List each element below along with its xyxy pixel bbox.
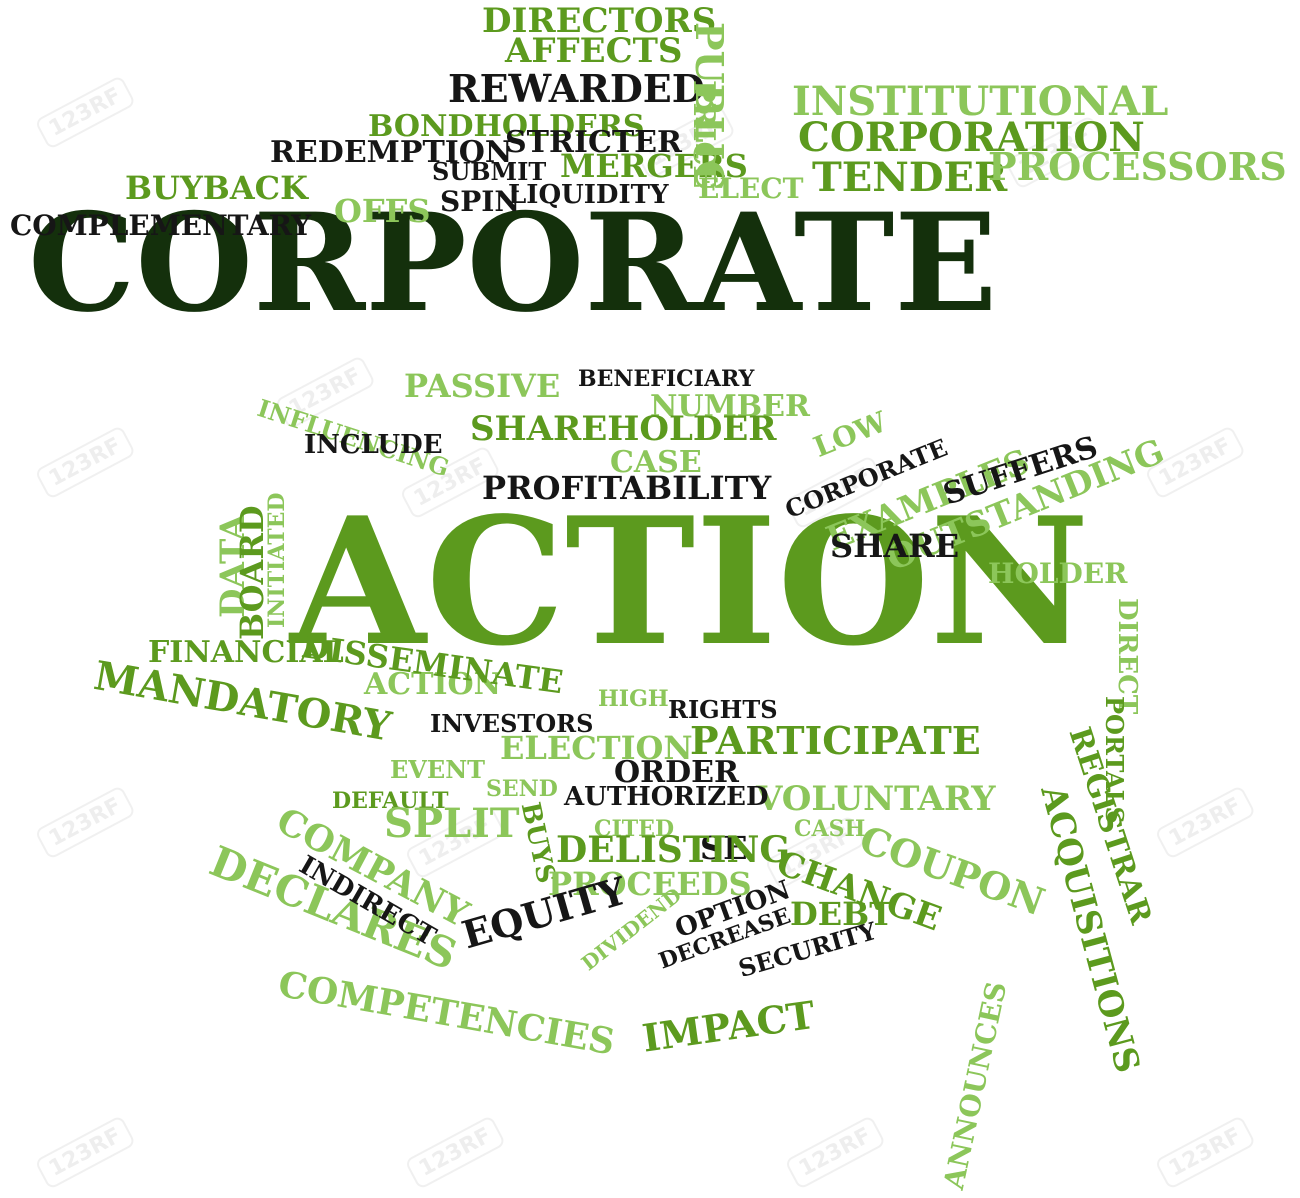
word-authorized-58: AUTHORIZED bbox=[564, 782, 769, 812]
word-event-52: EVENT bbox=[390, 755, 486, 784]
word-rewarded-4: REWARDED bbox=[448, 66, 705, 111]
watermark-text: 123RF bbox=[1154, 784, 1256, 860]
watermark-text: 123RF bbox=[404, 1114, 506, 1190]
word-initiated-39: INITIATED bbox=[264, 492, 290, 628]
word-include-31: INCLUDE bbox=[304, 430, 443, 460]
word-tender-20: TENDER bbox=[812, 154, 1008, 201]
word-rights-49: RIGHTS bbox=[668, 695, 778, 724]
watermark-text: 123RF bbox=[784, 1114, 886, 1190]
word-send-57: SEND bbox=[486, 776, 558, 802]
watermark-logo-7: 123RF bbox=[26, 777, 144, 867]
word-low-25: LOW bbox=[808, 404, 892, 464]
word-profitability-33: PROFITABILITY bbox=[482, 469, 772, 507]
word-affects-3: AFFECTS bbox=[505, 31, 683, 71]
word-mergers-9: MERGERS bbox=[560, 147, 748, 185]
watermark-text: 123RF bbox=[34, 1114, 136, 1190]
word-spin-13: SPIN bbox=[440, 185, 520, 218]
word-processors-21: PROCESSORS bbox=[988, 144, 1287, 189]
word-elect-15: ELECT bbox=[698, 172, 804, 205]
watermark-text: 123RF bbox=[34, 424, 136, 500]
word-corporation-19: CORPORATION bbox=[798, 114, 1145, 161]
watermark-logo-13: 123RF bbox=[1146, 1107, 1264, 1197]
watermark-logo-9: 123RF bbox=[1146, 777, 1264, 867]
word-participate-51: PARTICIPATE bbox=[690, 718, 981, 763]
word-debt-69: DEBT bbox=[790, 895, 893, 933]
word-complementary-11: COMPLEMENTARY bbox=[10, 209, 312, 242]
word-action-1: ACTION bbox=[290, 480, 1090, 685]
word-number-24: NUMBER bbox=[650, 389, 810, 424]
watermark-logo-4: 123RF bbox=[26, 417, 144, 507]
word-passive-22: PASSIVE bbox=[404, 367, 561, 405]
word-share-35: SHARE bbox=[830, 527, 960, 565]
word-shareholder-30: SHAREHOLDER bbox=[470, 409, 777, 449]
word-split-59: SPLIT bbox=[384, 800, 520, 847]
watermark-text: 123RF bbox=[1154, 1114, 1256, 1190]
word-announces-77: ANNOUNCES bbox=[937, 978, 1014, 1193]
word-offs-12: OFFS bbox=[334, 192, 431, 230]
word-bondholders-5: BONDHOLDERS bbox=[368, 109, 645, 144]
word-competencies-78: COMPETENCIES bbox=[275, 963, 618, 1064]
watermark-logo-12: 123RF bbox=[776, 1107, 894, 1197]
word-buyback-10: BUYBACK bbox=[125, 169, 308, 207]
watermark-logo-0: 123RF bbox=[26, 67, 144, 157]
word-submit-8: SUBMIT bbox=[432, 157, 547, 186]
word-institutional-18: INSTITUTIONAL bbox=[792, 78, 1169, 125]
word-high-48: HIGH bbox=[598, 686, 669, 712]
word-liquidity-14: LIQUIDITY bbox=[508, 180, 669, 210]
word-investors-50: INVESTORS bbox=[430, 709, 594, 738]
word-election-53: ELECTION bbox=[500, 729, 693, 767]
word-holder-36: HOLDER bbox=[988, 557, 1128, 590]
word-financial-44: FINANCIAL bbox=[148, 635, 344, 670]
word-proceeds-68: PROCEEDS bbox=[548, 865, 752, 903]
word-cited-60: CITED bbox=[594, 816, 675, 842]
word-cash-61: CASH bbox=[794, 816, 866, 842]
word-action-45: ACTION bbox=[364, 667, 502, 702]
word-default-56: DEFAULT bbox=[332, 788, 449, 814]
word-voluntary-55: VOLUNTARY bbox=[756, 779, 996, 819]
word-beneficiary-23: BENEFICIARY bbox=[578, 366, 755, 392]
word-impact-79: IMPACT bbox=[639, 991, 818, 1061]
word-redemption-6: REDEMPTION bbox=[270, 135, 513, 170]
word-case-32: CASE bbox=[610, 445, 702, 480]
watermark-logo-10: 123RF bbox=[26, 1107, 144, 1197]
word-corporate-0: CORPORATE bbox=[28, 183, 998, 342]
word-order-54: ORDER bbox=[614, 755, 739, 790]
word-se-62: SE bbox=[700, 829, 748, 867]
watermark-text: 123RF bbox=[34, 74, 136, 150]
word-delisting-66: DELISTING bbox=[556, 829, 791, 871]
word-price-17: PRICE bbox=[686, 80, 721, 189]
watermark-text: 123RF bbox=[34, 784, 136, 860]
word-stricter-7: STRICTER bbox=[505, 125, 682, 160]
word-directors-2: DIRECTORS bbox=[482, 1, 717, 41]
watermark-logo-11: 123RF bbox=[396, 1107, 514, 1197]
